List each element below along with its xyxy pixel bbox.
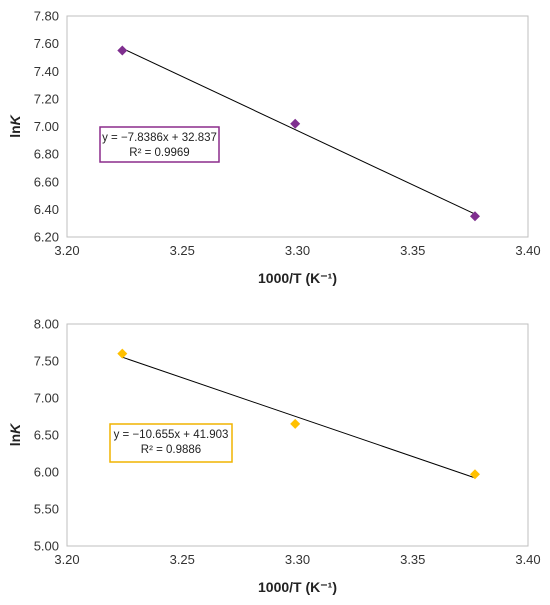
equation-box	[99, 126, 220, 163]
trendline	[122, 47, 476, 215]
r-squared-label: R² = 0.9886	[141, 444, 201, 456]
x-tick-label: 3.40	[515, 552, 540, 567]
y-tick-label: 6.60	[34, 174, 59, 189]
y-tick-label: 6.50	[34, 428, 59, 443]
x-tick-label: 3.20	[54, 243, 79, 258]
y-tick-label: 7.40	[34, 64, 59, 79]
y-tick-label: 6.20	[34, 230, 59, 245]
y-tick-label: 8.00	[34, 317, 59, 332]
x-axis-title: 1000/T (K⁻¹)	[258, 270, 337, 286]
x-tick-label: 3.25	[170, 552, 195, 567]
y-tick-label: 7.20	[34, 91, 59, 106]
y-tick-label: 6.40	[34, 202, 59, 217]
y-axis-title-variable: K	[7, 114, 23, 125]
x-axis-title: 1000/T (K⁻¹)	[258, 579, 337, 595]
y-tick-label: 6.00	[34, 465, 59, 480]
y-tick-label: 7.00	[34, 391, 59, 406]
y-tick-label: 7.50	[34, 354, 59, 369]
x-tick-label: 3.35	[400, 552, 425, 567]
x-tick-label: 3.35	[400, 243, 425, 258]
chart-0: 3.20 3.25 3.30 3.35 3.40 6.20 6.40 6.60 6.80 7.00…	[7, 9, 541, 287]
y-axis-title-variable: K	[7, 423, 23, 434]
y-tick-label: 5.00	[34, 539, 59, 554]
data-point	[117, 348, 128, 359]
data-point	[117, 45, 128, 56]
x-tick-label: 3.25	[170, 243, 195, 258]
x-tick-label: 3.40	[515, 243, 540, 258]
data-point	[290, 118, 301, 129]
y-axis-title: lnK	[7, 114, 23, 137]
x-tick-label: 3.30	[285, 243, 310, 258]
r-squared-label: R² = 0.9969	[129, 147, 189, 159]
y-tick-label: 7.00	[34, 119, 59, 134]
chart-1: 3.20 3.25 3.30 3.35 3.40 5.00 5.50 6.00 6.50 7.00…	[7, 317, 541, 596]
y-tick-label: 7.60	[34, 36, 59, 51]
trendline	[122, 356, 476, 479]
trendline-equation: y = −10.655x + 41.903	[114, 429, 229, 441]
x-tick-label: 3.30	[285, 552, 310, 567]
y-axis-title-prefix: ln	[7, 125, 23, 137]
data-point	[469, 211, 480, 222]
trendline-equation: y = −7.8386x + 32.837	[102, 132, 217, 144]
y-axis-title: lnK	[7, 423, 23, 446]
equation-box	[109, 423, 233, 463]
data-point	[469, 469, 480, 480]
y-tick-label: 7.80	[34, 9, 59, 24]
y-tick-label: 6.80	[34, 147, 59, 162]
y-tick-label: 5.50	[34, 502, 59, 517]
plot-area-border	[66, 323, 529, 547]
plot-area-border	[66, 15, 529, 238]
x-tick-label: 3.20	[54, 552, 79, 567]
y-axis-title-prefix: ln	[7, 434, 23, 446]
data-point	[290, 418, 301, 429]
